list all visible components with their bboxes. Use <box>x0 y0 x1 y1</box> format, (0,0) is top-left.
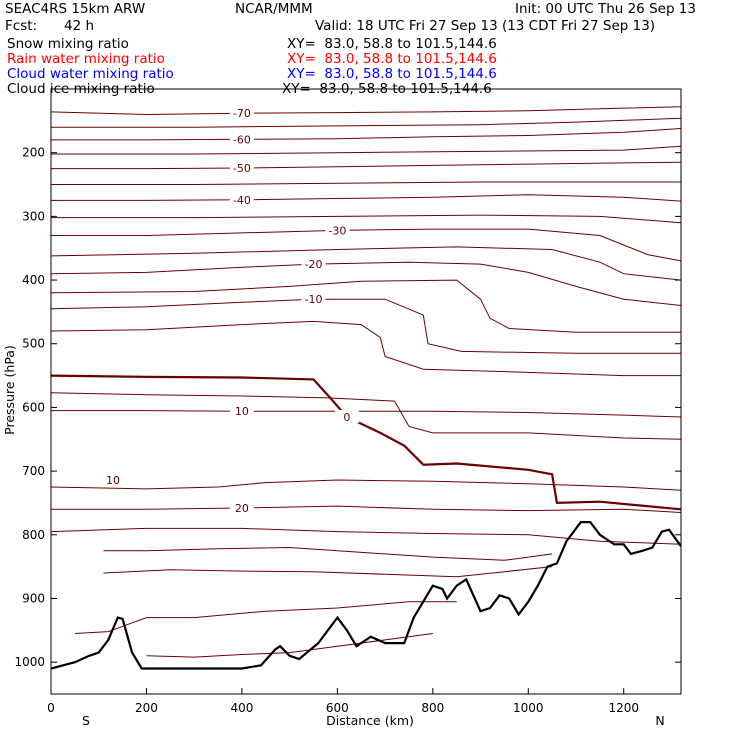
y-tick-label: 200 <box>22 146 45 160</box>
isotherm-line <box>51 298 681 354</box>
contour-label: 0 <box>343 411 350 424</box>
isotherm-line <box>51 128 681 141</box>
x-tick-label: 1000 <box>513 701 544 715</box>
contour-label-bg <box>334 409 359 423</box>
contour-label-bg <box>325 223 350 237</box>
isotherm-line <box>51 479 681 491</box>
contour-label: -30 <box>328 224 346 237</box>
x-tick-label: 400 <box>230 701 253 715</box>
contour-label-bg <box>229 501 254 515</box>
contour-label-bg <box>229 404 254 418</box>
forecast-hours: 42 h <box>64 18 95 34</box>
contour-label-bg <box>229 192 254 206</box>
isotherm-line <box>51 181 681 185</box>
valid-time: Valid: 18 UTC Fri 27 Sep 13 (13 CDT Fri … <box>315 18 656 34</box>
isotherm-line <box>51 194 681 202</box>
contour-label: -40 <box>233 194 251 207</box>
isotherm-line <box>51 320 681 377</box>
contour-label: -10 <box>305 293 323 306</box>
contour-label: -50 <box>233 162 251 175</box>
isotherm-line <box>51 392 681 440</box>
isotherm-line <box>103 546 553 561</box>
contour-label: -60 <box>233 133 251 146</box>
isotherm-line <box>51 279 681 333</box>
y-tick-label: 400 <box>22 273 45 287</box>
y-tick-label: 800 <box>22 528 45 542</box>
forecast-label: Fcst: <box>5 18 38 34</box>
terrain-group <box>51 521 681 670</box>
contour-label: 20 <box>235 502 249 515</box>
isotherm-contours <box>51 106 681 658</box>
x-tick-label: 1200 <box>608 701 639 715</box>
contour-labels-group: -70 -60 -50 -40 -30 -20 -10 0 10 20 10 <box>106 106 359 515</box>
isotherm-line <box>51 527 681 545</box>
legend-cloud-water-xy: XY= 83.0, 58.8 to 101.5,144.6 <box>287 66 497 82</box>
isotherm-line <box>51 261 681 306</box>
isotherm-line <box>51 228 681 262</box>
contour-label-bg <box>301 292 326 306</box>
plot-frame <box>50 88 682 695</box>
isotherm-line <box>51 106 681 116</box>
legend-cloud-water-name: Cloud water mixing ratio <box>7 66 174 82</box>
contour-label: 10 <box>235 405 249 418</box>
isotherm-line <box>51 214 681 224</box>
y-axis-title: Pressure (hPa) <box>2 345 17 435</box>
y-tick-label: 300 <box>22 209 45 223</box>
isotherm-line <box>51 505 681 513</box>
isotherm-line <box>51 410 681 418</box>
isotherm-line <box>51 246 681 281</box>
legend-snow-name: Snow mixing ratio <box>7 36 129 52</box>
isotherm-line <box>146 633 433 658</box>
init-time: Init: 00 UTC Thu 26 Sep 13 <box>515 1 696 17</box>
y-tick-label: 900 <box>22 591 45 605</box>
y-tick-label: 500 <box>22 337 45 351</box>
legend-rain-xy: XY= 83.0, 58.8 to 101.5,144.6 <box>287 51 497 67</box>
isotherm-line <box>51 145 681 155</box>
axis-ticks-group: 0 200 400 600 800 1000 12002003004005006007008… <box>14 146 681 715</box>
x-tick-label: 800 <box>421 701 444 715</box>
contour-label: -70 <box>233 107 251 120</box>
isotherm-line <box>51 374 681 511</box>
legend-snow-xy: XY= 83.0, 58.8 to 101.5,144.6 <box>287 36 497 52</box>
model-title: SEAC4RS 15km ARW <box>5 1 146 17</box>
isotherm-line <box>74 601 457 634</box>
contour-label: -20 <box>305 258 323 271</box>
x-axis-title: Distance (km) <box>326 713 414 728</box>
x-tick-label: 600 <box>326 701 349 715</box>
contour-label: 10 <box>106 474 120 487</box>
contour-label-bg <box>229 160 254 174</box>
y-tick-label: 700 <box>22 464 45 478</box>
x-tick-label: 200 <box>135 701 158 715</box>
contour-label-bg <box>229 132 254 146</box>
contour-label-bg <box>229 106 254 120</box>
legend-rain-name: Rain water mixing ratio <box>7 51 165 67</box>
north-end-label: N <box>655 713 664 728</box>
terrain-line <box>51 521 681 670</box>
isotherm-line <box>103 566 553 578</box>
south-end-label: S <box>82 713 90 728</box>
isotherm-line <box>51 161 681 170</box>
plot-frame-group <box>50 88 682 695</box>
isotherm-line <box>51 117 681 128</box>
y-tick-label: 600 <box>22 400 45 414</box>
org-title: NCAR/MMM <box>235 1 313 17</box>
x-tick-label: 0 <box>47 701 55 715</box>
y-tick-label: 1000 <box>14 655 45 669</box>
contour-label-bg <box>301 257 326 271</box>
